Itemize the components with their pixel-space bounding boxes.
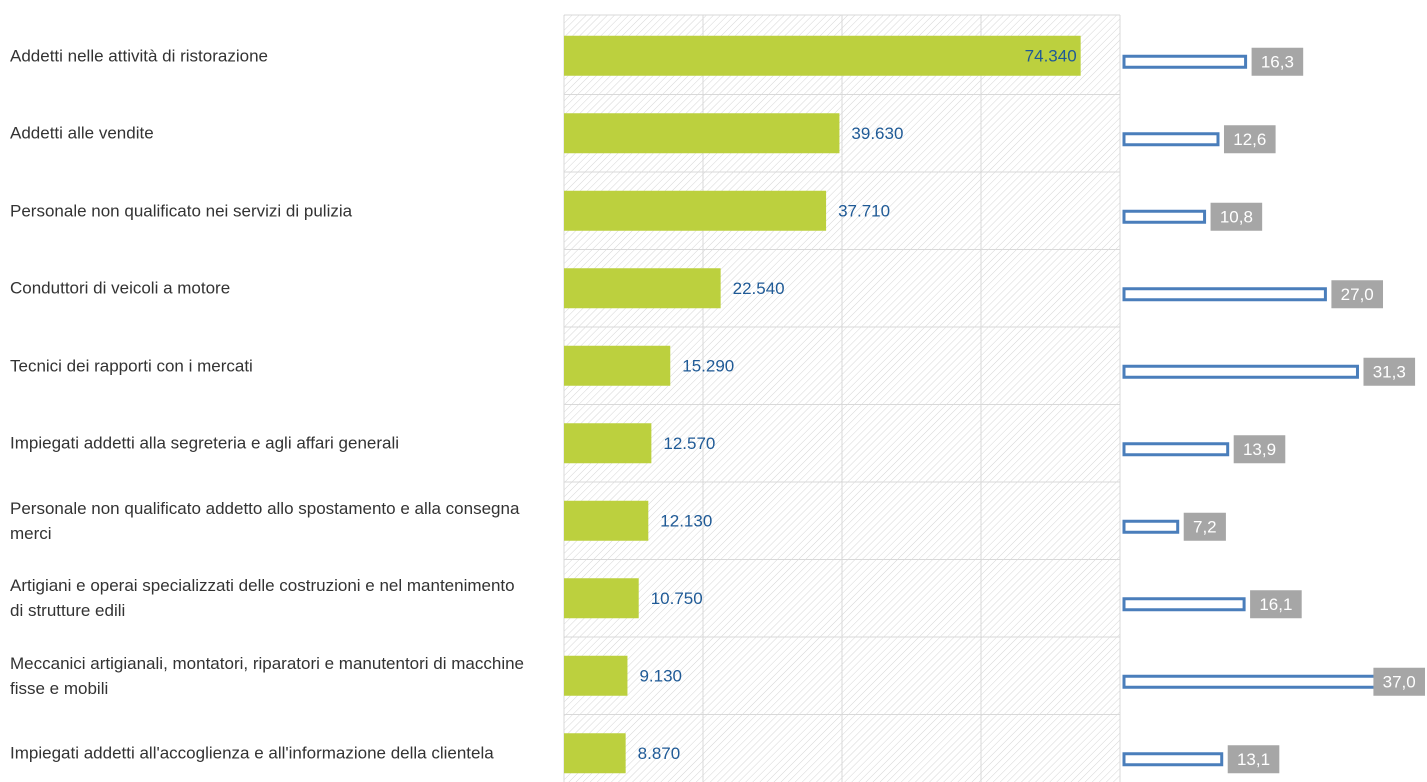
secondary-data-label: 10,8 <box>1220 207 1253 226</box>
secondary-bar <box>1122 54 1248 69</box>
secondary-bar <box>1122 519 1180 534</box>
secondary-bar <box>1122 442 1230 457</box>
data-label: 74.340 <box>1025 46 1077 65</box>
category-label: Meccanici artigianali, montatori, ripara… <box>10 653 525 698</box>
category-label: Personale non qualificato nei servizi di… <box>10 201 353 221</box>
secondary-data-label: 31,3 <box>1373 362 1406 381</box>
data-label: 12.570 <box>663 434 715 453</box>
data-label: 9.130 <box>639 666 682 685</box>
secondary-data-label: 7,2 <box>1193 517 1217 536</box>
secondary-bar <box>1122 132 1220 147</box>
data-label: 10.750 <box>651 589 703 608</box>
data-label: 12.130 <box>660 511 712 530</box>
bar <box>564 578 639 619</box>
bar <box>564 345 671 386</box>
secondary-label-box <box>1233 435 1286 464</box>
category-label: Personale non qualificato addetto allo s… <box>10 498 520 543</box>
bar <box>564 268 721 309</box>
category-label: Impiegati addetti alla segreteria e agli… <box>10 433 400 453</box>
secondary-bar <box>1122 752 1224 767</box>
category-label: Conduttori di veicoli a motore <box>10 278 231 298</box>
bar <box>564 423 652 464</box>
secondary-data-label: 13,9 <box>1243 440 1276 459</box>
secondary-label-box <box>1363 357 1416 386</box>
category-label: Impiegati addetti all'accoglienza e all'… <box>10 743 494 763</box>
secondary-label-box <box>1250 590 1302 619</box>
bar <box>564 733 626 774</box>
bar <box>564 655 628 696</box>
data-label: 22.540 <box>733 279 785 298</box>
category-label: Tecnici dei rapporti con i mercati <box>10 356 253 376</box>
secondary-bar <box>1122 287 1327 302</box>
secondary-label-box <box>1183 512 1226 541</box>
secondary-label-box <box>1251 47 1304 76</box>
secondary-data-label: 37,0 <box>1383 672 1416 691</box>
secondary-data-label: 12,6 <box>1233 130 1266 149</box>
category-label: Artigiani e operai specializzati delle c… <box>10 576 515 621</box>
secondary-bar <box>1122 209 1207 224</box>
bar <box>564 500 649 541</box>
secondary-data-label: 16,3 <box>1261 52 1294 71</box>
secondary-bar <box>1122 364 1359 379</box>
secondary-data-label: 16,1 <box>1259 595 1292 614</box>
data-label: 15.290 <box>682 356 734 375</box>
secondary-label-box <box>1223 125 1276 154</box>
data-label: 8.870 <box>638 744 681 763</box>
secondary-bar <box>1122 597 1246 612</box>
secondary-label-box <box>1227 745 1280 774</box>
secondary-data-label: 27,0 <box>1341 285 1374 304</box>
data-label: 39.630 <box>851 124 903 143</box>
secondary-data-label: 13,1 <box>1237 750 1270 769</box>
bar <box>564 113 840 154</box>
bar <box>564 190 827 231</box>
data-label: 37.710 <box>838 201 890 220</box>
bar <box>564 35 1081 76</box>
secondary-label-box <box>1210 202 1263 231</box>
secondary-label-box <box>1331 280 1384 309</box>
category-label: Addetti alle vendite <box>10 123 154 143</box>
category-labels: Addetti nelle attività di ristorazione Ad… <box>0 0 540 782</box>
category-label: Addetti nelle attività di ristorazione <box>10 46 268 66</box>
secondary-label-box <box>1373 667 1425 696</box>
secondary-bar <box>1122 674 1402 689</box>
